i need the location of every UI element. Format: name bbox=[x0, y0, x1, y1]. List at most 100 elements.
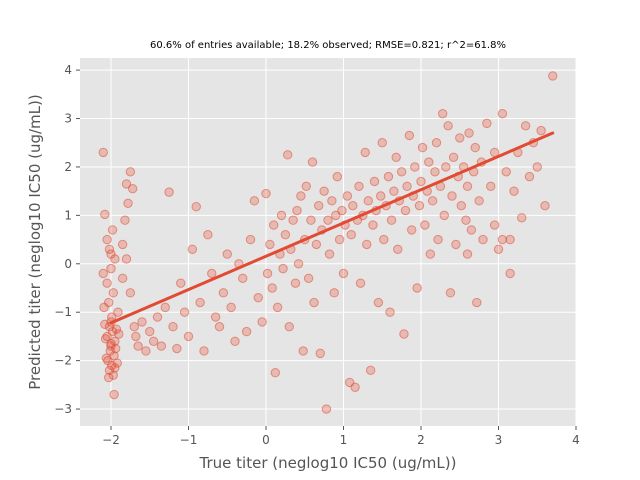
y-tick-label: −1 bbox=[54, 305, 72, 319]
data-point bbox=[249, 196, 260, 206]
data-point bbox=[110, 363, 120, 373]
data-point bbox=[114, 329, 124, 339]
x-tick-label: −1 bbox=[180, 433, 198, 447]
data-point bbox=[241, 326, 252, 337]
data-point bbox=[100, 209, 110, 220]
data-point bbox=[324, 249, 335, 259]
data-point bbox=[439, 210, 449, 221]
data-point bbox=[462, 249, 473, 259]
data-point bbox=[145, 326, 155, 337]
data-point bbox=[257, 317, 267, 327]
data-point bbox=[283, 150, 293, 160]
data-point bbox=[393, 244, 403, 254]
data-point bbox=[455, 133, 465, 143]
data-point bbox=[276, 210, 287, 221]
data-point bbox=[199, 346, 209, 356]
data-point bbox=[191, 201, 201, 212]
y-tick-label: −2 bbox=[54, 354, 72, 368]
data-point bbox=[106, 263, 116, 274]
data-point bbox=[262, 268, 273, 279]
data-point bbox=[125, 288, 136, 298]
data-point bbox=[404, 130, 415, 141]
data-point bbox=[456, 200, 466, 211]
trend-line bbox=[109, 131, 555, 325]
data-point bbox=[280, 230, 291, 240]
data-point bbox=[284, 322, 294, 332]
data-point bbox=[438, 108, 448, 119]
data-point bbox=[270, 368, 280, 378]
data-point bbox=[113, 307, 123, 317]
data-point bbox=[441, 162, 451, 172]
data-point bbox=[183, 331, 194, 342]
x-tick-label: 2 bbox=[417, 433, 425, 447]
data-point bbox=[218, 288, 229, 298]
data-point bbox=[517, 213, 527, 223]
data-point bbox=[338, 268, 349, 279]
data-point bbox=[363, 196, 373, 206]
data-point bbox=[100, 319, 110, 330]
data-point bbox=[383, 171, 394, 182]
data-point bbox=[187, 244, 198, 254]
x-axis-label: True titer (neglog10 IC50 (ug/mL)) bbox=[199, 454, 457, 472]
data-point bbox=[269, 220, 279, 230]
data-point bbox=[497, 108, 508, 119]
data-point bbox=[489, 220, 500, 230]
data-point bbox=[261, 188, 271, 199]
x-tick-label: 3 bbox=[495, 433, 503, 447]
data-point bbox=[298, 346, 308, 356]
data-point bbox=[425, 249, 435, 259]
data-point bbox=[106, 338, 116, 349]
y-tick-label: 0 bbox=[64, 257, 72, 271]
data-point bbox=[104, 322, 115, 332]
data-point bbox=[164, 187, 174, 197]
data-point bbox=[391, 152, 401, 162]
data-point bbox=[110, 254, 120, 264]
data-point bbox=[207, 268, 217, 279]
data-point bbox=[482, 118, 492, 129]
data-point bbox=[179, 307, 190, 317]
data-point bbox=[417, 142, 428, 153]
data-point bbox=[117, 239, 128, 250]
data-point bbox=[407, 225, 417, 235]
data-point bbox=[360, 147, 370, 158]
data-point bbox=[301, 181, 311, 192]
data-point bbox=[362, 239, 372, 250]
data-point bbox=[137, 317, 147, 327]
x-tick-label: 1 bbox=[340, 433, 348, 447]
data-point bbox=[314, 200, 324, 211]
data-point bbox=[102, 234, 112, 245]
y-axis-label: Predicted titer (neglog10 IC50 (ug/mL)) bbox=[26, 94, 44, 389]
data-point bbox=[125, 167, 136, 177]
data-point bbox=[474, 196, 484, 206]
data-point bbox=[109, 389, 119, 400]
data-point bbox=[102, 278, 112, 288]
data-point bbox=[306, 215, 316, 225]
data-point bbox=[267, 283, 277, 293]
data-point bbox=[532, 162, 542, 172]
data-point bbox=[230, 336, 240, 346]
data-point bbox=[117, 273, 128, 284]
data-point bbox=[355, 278, 366, 288]
data-point bbox=[108, 288, 119, 298]
data-point bbox=[332, 171, 342, 182]
data-point bbox=[497, 234, 508, 245]
data-point bbox=[245, 234, 256, 245]
data-point bbox=[210, 312, 221, 322]
data-point bbox=[148, 336, 159, 346]
data-point bbox=[128, 184, 138, 194]
data-point bbox=[168, 322, 178, 332]
data-point bbox=[462, 181, 473, 192]
x-tick-label: 0 bbox=[262, 433, 270, 447]
data-point bbox=[448, 152, 459, 162]
data-point bbox=[451, 239, 461, 250]
data-point bbox=[129, 322, 139, 332]
data-point bbox=[350, 382, 360, 392]
data-point bbox=[486, 181, 496, 192]
data-point bbox=[377, 138, 387, 148]
data-point bbox=[222, 249, 232, 259]
data-point bbox=[536, 125, 546, 136]
data-point bbox=[108, 370, 119, 380]
data-point bbox=[424, 157, 434, 167]
x-axis-ticks: −2 −1 0 1 2 3 4 bbox=[102, 426, 580, 447]
data-point bbox=[323, 215, 333, 225]
